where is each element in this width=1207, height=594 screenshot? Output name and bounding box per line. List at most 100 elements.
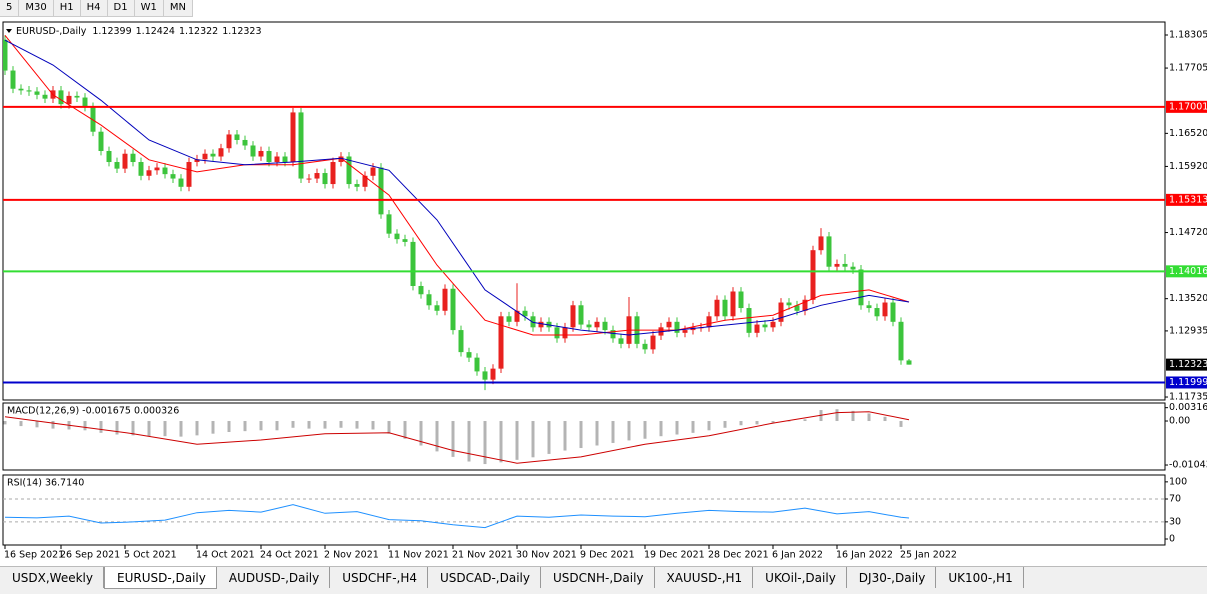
histogram-bar [659,421,663,437]
y-tick-label: 1.17705 [1169,63,1207,74]
candle-body [730,291,736,317]
x-tick-label: 16 Jan 2022 [836,550,893,561]
candle-body [746,308,752,333]
panel-frame [2,474,1166,546]
candle-body [762,324,768,328]
histogram-bar [467,421,471,462]
candle-body [850,266,856,270]
symbol: EURUSD-,Daily [16,26,87,37]
chart-tab[interactable]: USDCAD-,Daily [428,567,541,588]
candle-body [874,308,880,317]
candle-body [162,167,168,175]
histogram-bar [435,421,439,452]
current-price: 1.12323 [1169,359,1207,370]
candle-body [866,305,872,309]
chart-tab[interactable]: XAUUSD-,H1 [655,567,754,588]
histogram-bar [643,421,647,439]
timeframe-button[interactable]: H1 [54,0,81,16]
histogram-bar [499,421,503,463]
chart-tabs: USDX,Weekly EURUSD-,Daily AUDUSD-,Daily USD… [0,566,1207,594]
chart-tab[interactable]: AUDUSD-,Daily [217,567,331,588]
chart-tab[interactable]: EURUSD-,Daily [104,567,217,589]
candle-body [74,95,80,98]
y-tick-label: 30 [1169,516,1181,527]
macd-title: MACD(12,26,9) -0.001675 0.000326 [7,406,179,417]
candle-body [450,288,456,331]
candle-body [194,159,200,163]
timeframe-button[interactable]: H4 [81,0,108,16]
chart-tab[interactable]: UK100-,H1 [936,567,1024,588]
candle-body [898,321,904,361]
histogram-bar [739,421,743,426]
histogram-bar [787,421,791,422]
candle-body [466,352,472,358]
y-tick-label: 70 [1169,494,1181,505]
x-tick-label: 11 Nov 2021 [388,550,449,561]
x-tick-label: 26 Sep 2021 [60,550,120,561]
candle-body [426,294,432,306]
level-label-box [1166,193,1207,206]
histogram-bar [3,421,7,425]
candle-body [570,305,576,328]
histogram-bar [483,421,487,465]
candle-body [906,360,912,365]
timeframe-button[interactable]: M30 [19,0,54,16]
candle-body [122,153,128,169]
histogram-bar [675,421,679,435]
histogram-bar [339,421,343,428]
histogram-bar [195,421,199,436]
candle-body [226,134,232,149]
candle-body [26,90,32,92]
histogram-bar [531,421,535,458]
timeframe-button[interactable]: D1 [108,0,135,16]
plot-area [3,498,1165,529]
candle-body [106,150,112,163]
y-tick-label: 0.00 [1169,416,1190,427]
timeframe-button[interactable]: 5 [0,0,20,16]
high: 1.12424 [136,26,175,37]
candle-body [458,330,464,353]
candle-body [490,368,496,380]
candle-body [514,310,520,322]
candle-body [890,302,896,322]
candle-body [170,174,176,179]
histogram-bar [83,421,87,431]
candle-body [370,167,376,176]
candle-body [682,330,688,333]
candle-body [522,310,528,317]
chart-tab[interactable]: DJ30-,Daily [847,567,937,588]
histogram-bar [371,421,375,430]
candle-body [378,167,384,215]
current-price-box [1166,358,1207,371]
chart-tab[interactable]: USDX,Weekly [0,567,104,588]
y-tick-label: -0.010431 [1169,460,1207,471]
y-tick-label: 0 [1169,534,1175,545]
candle-body [418,285,424,295]
candle-body [3,39,8,71]
histogram-bar [51,421,55,429]
candle-body [266,150,272,163]
plot-area [3,409,910,465]
chart-tab[interactable]: USDCHF-,H4 [330,567,428,588]
timeframe-button[interactable]: MN [164,0,193,16]
menu-arrow[interactable] [6,29,12,33]
level-label-box [1166,376,1207,389]
timeframe-button[interactable]: W1 [135,0,164,16]
histogram-bar [771,421,775,423]
histogram-bar [19,421,23,427]
histogram-bar [403,421,407,439]
x-tick-label: 14 Oct 2021 [196,550,255,561]
chart-tab[interactable]: USDCNH-,Daily [541,567,655,588]
candle-body [290,112,296,163]
candle-body [42,94,48,99]
candle-body [114,162,120,169]
candle-body [18,88,24,91]
candle-body [674,321,680,333]
y-tick-label: 1.15920 [1169,161,1207,172]
panel-frame [2,402,1166,471]
histogram-bar [691,421,695,433]
chart-tab[interactable]: UKOil-,Daily [753,567,847,588]
candle-body [274,156,280,163]
x-tick-label: 19 Dec 2021 [644,550,705,561]
histogram-bar [803,419,807,422]
